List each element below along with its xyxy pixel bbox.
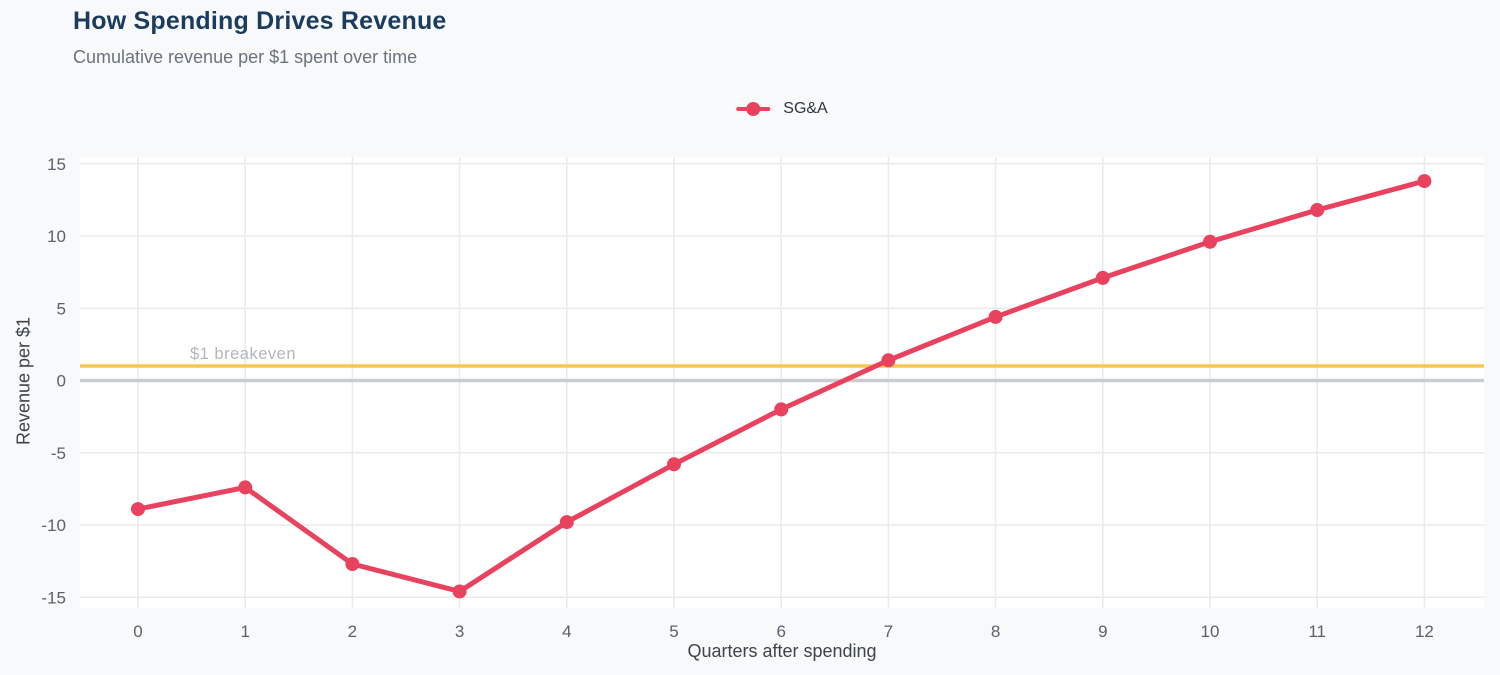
data-point[interactable] [1203, 234, 1217, 249]
y-tick-label: -5 [51, 444, 66, 463]
x-tick-label: 2 [348, 622, 357, 641]
x-tick-label: 1 [240, 622, 249, 641]
x-axis-title: Quarters after spending [687, 641, 877, 661]
y-tick-label: 0 [57, 372, 66, 391]
x-tick-label: 4 [562, 622, 571, 641]
y-tick-label: 15 [47, 155, 66, 174]
x-tick-label: 3 [455, 622, 464, 641]
x-tick-label: 6 [776, 622, 785, 641]
data-point[interactable] [131, 502, 145, 517]
x-tick-label: 9 [1098, 622, 1107, 641]
y-tick-label: 10 [47, 227, 66, 246]
data-point[interactable] [452, 584, 467, 599]
data-point[interactable] [345, 557, 360, 572]
breakeven-label: $1 breakeven [190, 345, 296, 363]
data-point[interactable] [774, 402, 789, 417]
y-axis-title: Revenue per $1 [13, 316, 34, 446]
legend-marker-icon [736, 102, 771, 117]
page-title: How Spending Drives Revenue [73, 7, 447, 35]
x-tick-label: 10 [1201, 622, 1220, 641]
data-point[interactable] [667, 457, 681, 472]
data-point[interactable] [988, 309, 1003, 324]
x-tick-label: 8 [991, 622, 1000, 641]
data-point[interactable] [1310, 202, 1325, 217]
y-tick-label: -15 [41, 588, 66, 607]
data-point[interactable] [881, 353, 896, 368]
y-tick-label: 5 [57, 299, 66, 318]
data-point[interactable] [1417, 174, 1432, 189]
y-tick-label: -10 [41, 516, 66, 535]
legend-item-sga[interactable]: SG&A [736, 100, 828, 118]
data-point[interactable] [559, 515, 574, 530]
x-tick-label: 0 [133, 622, 142, 641]
data-point[interactable] [1095, 270, 1110, 285]
data-point[interactable] [238, 480, 253, 495]
x-tick-label: 11 [1308, 622, 1326, 641]
x-tick-label: 7 [884, 622, 893, 641]
legend-label: SG&A [783, 100, 828, 117]
page-subtitle: Cumulative revenue per $1 spent over tim… [73, 47, 418, 67]
legend-dot-swatch [746, 102, 761, 116]
x-tick-label: 5 [669, 622, 678, 641]
x-tick-label: 12 [1415, 622, 1434, 641]
